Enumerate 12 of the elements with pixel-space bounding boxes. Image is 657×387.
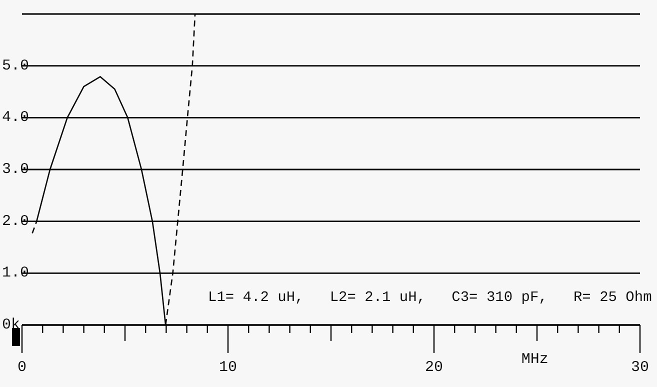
annotation: L1= 4.2 uH, L2= 2.1 uH, C3= 310 pF, R= 25 Ohm <box>208 290 652 306</box>
y-tick-label: 4.0 <box>2 109 30 126</box>
y-tick-label: 1.0 <box>2 264 30 282</box>
y-tick-label: 0k <box>2 316 20 334</box>
y-tick-label: 5.0 <box>2 57 30 74</box>
x-tick-label: 30 <box>630 359 650 376</box>
y-tick-label: 2.0 <box>2 212 30 230</box>
x-axis-title: MHz <box>521 351 548 368</box>
x-tick-label: 0 <box>17 359 27 376</box>
x-tick-label: 20 <box>424 359 444 376</box>
y-tick-label: 3.0 <box>2 161 30 178</box>
x-tick-label: 10 <box>218 359 238 376</box>
